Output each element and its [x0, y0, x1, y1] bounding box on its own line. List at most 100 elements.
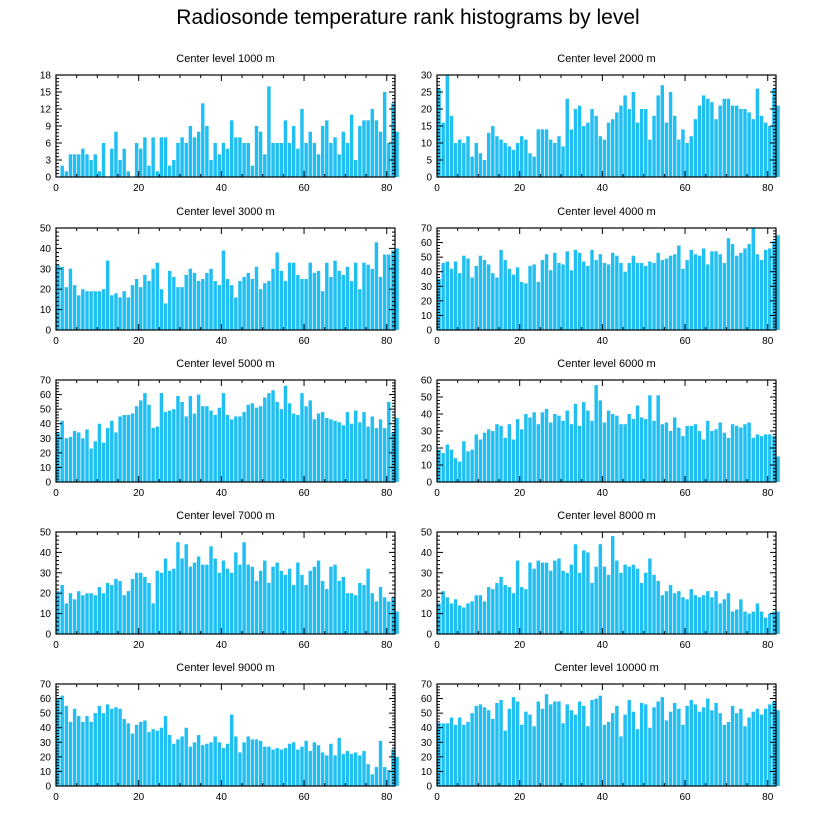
- bar: [184, 416, 188, 482]
- bar: [300, 393, 304, 482]
- bar: [565, 572, 569, 634]
- y-tick-label: 30: [421, 71, 433, 82]
- bar: [495, 424, 499, 482]
- bar: [159, 393, 164, 482]
- x-tick-label: 60: [298, 488, 310, 499]
- bar: [511, 697, 516, 786]
- bar: [478, 595, 483, 634]
- bar: [561, 723, 565, 786]
- bar: [466, 451, 470, 482]
- bar: [304, 740, 308, 786]
- plot-frame: [55, 227, 396, 331]
- bar: [180, 401, 184, 482]
- bar: [325, 755, 329, 786]
- x-tick-label: 0: [53, 640, 59, 651]
- x-tick-label: 80: [762, 183, 774, 194]
- panel-2: Center level 2000 m 0 20 40 60 80 0 5 10 15 20 25 30: [421, 53, 780, 194]
- y-tick-label: 10: [421, 461, 433, 472]
- x-tick-label: 80: [381, 640, 393, 651]
- bar: [660, 260, 665, 330]
- bar: [93, 713, 97, 786]
- bar: [271, 566, 275, 634]
- bar: [553, 143, 557, 177]
- bar: [499, 576, 503, 634]
- bar: [147, 165, 151, 177]
- bar: [478, 439, 483, 482]
- bar: [250, 403, 255, 482]
- bar: [722, 724, 727, 786]
- bar: [747, 613, 751, 634]
- x-tick-label: 20: [133, 640, 145, 651]
- y-tick-label: 40: [421, 410, 433, 421]
- bar: [751, 437, 755, 482]
- bar: [536, 701, 540, 786]
- bar: [441, 453, 445, 482]
- bar: [681, 129, 685, 177]
- bar: [147, 583, 151, 634]
- bar: [354, 595, 358, 634]
- bar: [491, 431, 495, 482]
- bar: [437, 603, 441, 634]
- bar: [163, 303, 168, 330]
- bar: [139, 572, 143, 634]
- bar: [491, 718, 495, 786]
- bar: [503, 260, 507, 330]
- bar: [652, 707, 656, 786]
- bar: [362, 751, 366, 786]
- bar: [482, 260, 487, 330]
- bar: [511, 593, 516, 634]
- bar: [382, 597, 387, 634]
- panel-4: Center level 4000 m 0 20 40 60 80 0 10 20 30 40 50 6…: [421, 206, 780, 347]
- bar: [114, 293, 118, 330]
- bar: [507, 587, 512, 634]
- panel-1: Center level 1000 m 0 20 40 60 80 0 3 6 9 12 15 18: [40, 53, 399, 194]
- bar: [449, 603, 454, 634]
- bar: [706, 591, 710, 634]
- bar: [267, 393, 271, 482]
- y-tick-label: 20: [421, 105, 433, 116]
- y-tick-label: 30: [421, 738, 433, 749]
- bar: [520, 587, 524, 634]
- bar: [524, 711, 528, 786]
- bar: [482, 707, 487, 786]
- bar: [341, 131, 346, 177]
- bar: [246, 404, 250, 482]
- bar: [453, 261, 458, 330]
- bar: [615, 255, 619, 330]
- bar: [60, 695, 64, 786]
- bar: [772, 611, 776, 634]
- bar: [507, 424, 512, 482]
- bar: [644, 419, 648, 482]
- y-tick-label: 50: [421, 393, 433, 404]
- bar: [730, 611, 735, 634]
- bar: [462, 255, 466, 330]
- bar: [437, 723, 441, 786]
- panel-title: Center level 8000 m: [557, 510, 655, 522]
- bar: [503, 437, 507, 482]
- bar: [300, 746, 304, 786]
- bar: [763, 122, 768, 177]
- bar: [271, 749, 275, 786]
- y-tick-label: 0: [426, 630, 432, 641]
- y-tick-label: 60: [421, 376, 433, 387]
- bar: [739, 109, 743, 177]
- bar: [250, 279, 255, 330]
- bar: [722, 98, 727, 177]
- bar: [180, 137, 184, 177]
- bar: [329, 566, 333, 634]
- bar: [491, 589, 495, 634]
- bar: [130, 578, 135, 634]
- bar: [458, 605, 462, 634]
- y-tick-label: 10: [421, 609, 433, 620]
- bar: [449, 268, 454, 330]
- x-tick-label: 40: [216, 792, 228, 803]
- bar: [656, 395, 660, 482]
- bar: [130, 285, 135, 330]
- bar: [122, 414, 126, 482]
- bar: [163, 412, 168, 482]
- bar: [743, 109, 747, 177]
- bar: [229, 419, 234, 482]
- bar: [60, 585, 64, 634]
- bar: [320, 291, 325, 330]
- bar: [586, 265, 590, 330]
